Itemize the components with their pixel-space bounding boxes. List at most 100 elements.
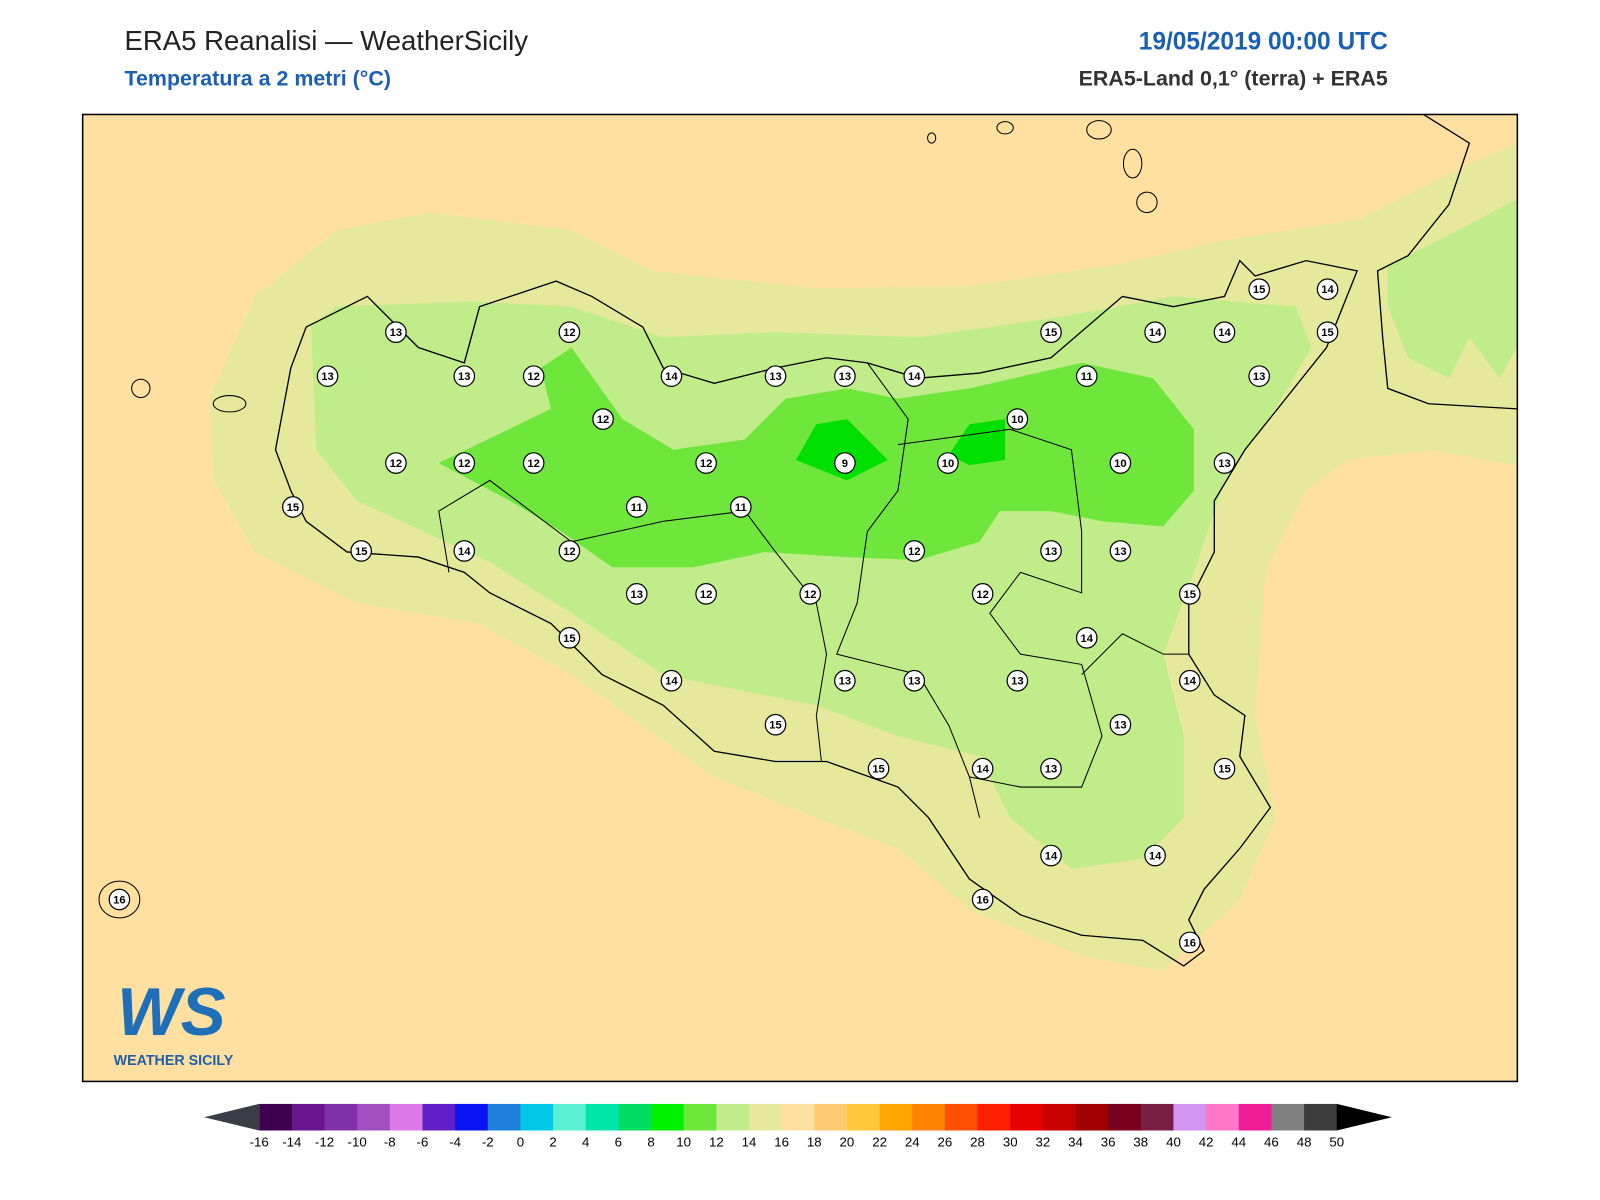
colorbar-box xyxy=(1271,1103,1305,1131)
colorbar-box xyxy=(487,1103,521,1131)
station-marker xyxy=(625,496,648,518)
colorbar-box xyxy=(618,1103,652,1131)
station-value: 12 xyxy=(908,546,920,558)
station-value: 14 xyxy=(908,371,921,383)
station-value: 13 xyxy=(839,371,851,383)
colorbar-box xyxy=(422,1103,456,1131)
station-value: 15 xyxy=(1184,589,1196,601)
colorbar-box xyxy=(748,1103,783,1131)
station-marker xyxy=(834,669,856,692)
station-marker xyxy=(1040,757,1062,780)
colorbar-box xyxy=(455,1103,489,1131)
colorbar-box xyxy=(944,1103,979,1131)
station-value: 15 xyxy=(872,764,884,776)
station-value: 9 xyxy=(842,458,848,470)
colorbar-box xyxy=(814,1103,848,1131)
station-marker xyxy=(625,583,648,605)
station-marker xyxy=(316,365,339,387)
station-marker xyxy=(108,888,131,911)
station-value: 14 xyxy=(665,676,678,688)
boundary xyxy=(1081,633,1189,675)
colorbar-tick-label: 32 xyxy=(1035,1134,1050,1149)
station-value: 13 xyxy=(1218,458,1230,470)
colorbar-box xyxy=(1108,1103,1142,1131)
station-marker xyxy=(1213,321,1236,344)
island xyxy=(131,378,151,399)
station-marker xyxy=(834,452,856,474)
station-value: 13 xyxy=(769,371,781,383)
station-value: 14 xyxy=(1080,633,1093,645)
station-value: 12 xyxy=(390,458,402,470)
colorbar-tick-label: -10 xyxy=(348,1134,367,1149)
station-value: 13 xyxy=(1114,546,1126,558)
station-marker xyxy=(453,452,476,474)
colorbar-tick-label: 16 xyxy=(774,1134,789,1149)
station-value: 11 xyxy=(1081,371,1093,383)
colorbar-tick-label: 36 xyxy=(1101,1134,1116,1149)
station-marker xyxy=(1109,540,1132,562)
colorbar-box xyxy=(977,1103,1011,1131)
station-marker xyxy=(1006,408,1029,430)
colorbar-tick-label: 46 xyxy=(1264,1134,1279,1149)
band-8-10 xyxy=(948,419,1006,466)
title: ERA5 Reanalisi — WeatherSicily xyxy=(124,25,528,56)
colorbar-tick-label: -8 xyxy=(384,1134,396,1149)
colorbar-box xyxy=(520,1103,554,1131)
colorbar-box xyxy=(781,1103,815,1131)
colorbar-box xyxy=(259,1103,293,1131)
station-value: 15 xyxy=(563,633,575,645)
station-marker xyxy=(903,540,926,562)
station-marker xyxy=(660,365,683,387)
station-marker xyxy=(937,452,959,474)
colorbar-tick-label: 44 xyxy=(1231,1134,1246,1149)
station-marker xyxy=(1213,757,1236,780)
station-marker xyxy=(522,365,545,387)
island xyxy=(996,121,1014,135)
station-marker xyxy=(558,321,581,344)
map: 13 12 13 13 12 14 13 13 14 15 14 14 15 14 15 11 13 12 10 12… xyxy=(82,114,1518,1082)
colorbar-tick-label: 50 xyxy=(1329,1134,1344,1149)
station-value: 13 xyxy=(1253,371,1265,383)
station-marker xyxy=(695,452,717,474)
station-value: 12 xyxy=(976,589,988,601)
colorbar-box xyxy=(1042,1103,1077,1131)
station-marker xyxy=(730,496,752,518)
colorbar-tick-label: 34 xyxy=(1068,1134,1083,1149)
boundary xyxy=(836,362,981,818)
station-value: 13 xyxy=(1011,676,1023,688)
colorbar-tick-label: -4 xyxy=(449,1134,461,1149)
logo-mark: WS xyxy=(117,975,226,1050)
colorbar-tick-label: -2 xyxy=(482,1134,494,1149)
station-marker xyxy=(453,540,476,562)
station-value: 16 xyxy=(113,894,125,906)
colorbar-tick-label: 42 xyxy=(1199,1134,1214,1149)
datetime: 19/05/2019 00:00 UTC xyxy=(1139,28,1388,55)
station-marker xyxy=(1178,583,1201,605)
colorbar-box xyxy=(716,1103,750,1131)
island xyxy=(1136,191,1158,214)
station-marker xyxy=(971,888,994,911)
station-value: 10 xyxy=(1011,414,1023,426)
station-value: 16 xyxy=(1184,937,1196,949)
station-marker xyxy=(1075,626,1098,649)
station-marker xyxy=(695,583,717,605)
station-marker xyxy=(282,496,304,518)
station-value: 15 xyxy=(769,720,781,732)
station-value: 14 xyxy=(1321,284,1334,296)
stations: 13 12 13 13 12 14 13 13 14 15 14 14 15 14 15 11 13 12 10 12… xyxy=(108,278,1339,954)
colorbar-box xyxy=(651,1103,685,1131)
station-value: 15 xyxy=(355,546,367,558)
subtitle: Temperatura a 2 metri (°C) xyxy=(124,66,390,90)
station-value: 14 xyxy=(1218,327,1231,339)
station-marker xyxy=(867,757,890,780)
colorbar-tick-label: 0 xyxy=(517,1134,524,1149)
station-marker xyxy=(971,583,994,605)
colorbar-tick-label: 2 xyxy=(549,1134,556,1149)
station-value: 12 xyxy=(563,327,575,339)
station-marker xyxy=(1144,844,1166,867)
station-value: 10 xyxy=(942,458,954,470)
station-marker xyxy=(903,669,926,692)
station-value: 12 xyxy=(527,371,539,383)
station-value: 13 xyxy=(458,371,470,383)
colorbar-tick-label: 22 xyxy=(872,1134,887,1149)
